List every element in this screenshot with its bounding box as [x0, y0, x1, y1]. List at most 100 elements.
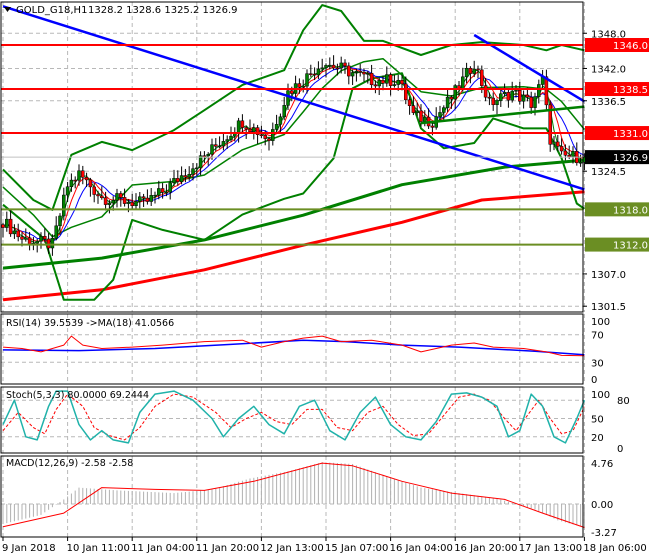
bull-candle [316, 68, 321, 76]
bear-candle [176, 178, 180, 182]
bear-candle [240, 120, 245, 128]
bear-candle [483, 85, 488, 98]
price-panel[interactable] [1, 4, 587, 302]
rsi-line [2, 335, 585, 357]
rsi-panel[interactable] [2, 335, 585, 357]
bull-candle [233, 133, 237, 137]
bear-candle [255, 127, 260, 135]
bull-candle [502, 92, 507, 95]
bull-candle [350, 72, 355, 77]
indicator-tick-label: 50 [591, 415, 604, 426]
bear-candle [16, 230, 20, 238]
ma-fast-red [2, 65, 585, 242]
resistance-level-label: 1346.0 [613, 41, 648, 52]
bull-candle [179, 175, 184, 182]
x-tick-label: 15 Jan 07:00 [325, 543, 388, 554]
grid [1, 2, 585, 537]
stoch-main-line [2, 390, 586, 444]
support-level-label: 1318.0 [613, 205, 648, 216]
bull-candle [377, 80, 381, 87]
indicator-tick-label: 100 [591, 317, 610, 328]
ma-fast-blue [2, 66, 585, 242]
last-price-label: 1326.9 [613, 153, 648, 164]
resistance-level-label: 1338.5 [613, 85, 648, 96]
bull-candle [210, 144, 214, 155]
bear-candle [160, 188, 165, 193]
price-tick-label: 1301.5 [591, 302, 626, 313]
indicator-tick-label: 20 [591, 433, 604, 444]
bear-candle [487, 96, 492, 99]
bull-candle [453, 85, 457, 100]
bull-candle [172, 178, 176, 184]
stoch-frame [0, 386, 584, 454]
bull-candle [149, 195, 153, 202]
x-tick-label: 11 Jan 04:00 [131, 543, 194, 554]
resistance-level-box [585, 38, 649, 52]
bull-candle [514, 89, 518, 92]
menu-triangle-down-icon[interactable] [4, 7, 11, 12]
stoch-panel[interactable] [2, 390, 586, 444]
bear-candle [369, 72, 374, 86]
bull-candle [153, 194, 157, 197]
bear-candle [290, 90, 294, 94]
bull-candle [35, 240, 39, 244]
bear-candle [214, 144, 218, 147]
bull-candle [385, 74, 389, 84]
stoch-signal-line [2, 393, 585, 441]
rsi-frame [0, 313, 584, 385]
bull-candle [282, 105, 286, 118]
green-trend [420, 105, 585, 125]
bear-candle [381, 80, 385, 84]
ohlc-values: 1328.2 1328.6 1325.2 1326.9 [88, 5, 238, 16]
x-tick-label: 10 Jan 11:00 [67, 543, 130, 554]
bull-candle [111, 200, 115, 204]
bull-candle [58, 215, 62, 227]
macd-panel[interactable] [2, 462, 585, 528]
bear-candle [563, 150, 568, 156]
bear-candle [183, 175, 188, 178]
blue-trend-long [2, 5, 585, 191]
bull-candle [107, 202, 112, 205]
bear-candle [476, 68, 480, 71]
bull-candle [24, 237, 28, 240]
stoch-title: Stoch(5,3,3) 80.0000 69.2444 [6, 390, 149, 401]
bull-candle [578, 161, 583, 164]
bull-candle [320, 67, 324, 70]
rsi-title: RSI(14) 39.5539 ->MA(18) 41.0566 [6, 318, 174, 329]
bear-candle [130, 202, 134, 207]
bull-candle [126, 202, 131, 204]
bear-candle [88, 179, 93, 188]
bull-candle [533, 96, 537, 108]
bear-candle [96, 194, 100, 197]
bull-candle [221, 141, 226, 147]
price-tick-label: 1324.5 [591, 167, 626, 178]
bull-candle [442, 107, 446, 113]
bear-candle [312, 73, 317, 76]
resistance-level-box [585, 82, 649, 97]
indicator-tick-label: 70 [591, 331, 604, 342]
indicator-tick-label: 80 [617, 396, 630, 407]
bear-candle [141, 196, 146, 199]
bear-candle [335, 67, 340, 70]
bull-candle [225, 139, 229, 142]
price-tick-label: 1307.0 [591, 270, 626, 281]
bull-candle [62, 194, 66, 217]
bear-candle [103, 197, 108, 205]
bull-candle [198, 155, 203, 169]
bull-candle [157, 188, 161, 196]
bear-candle [529, 96, 533, 108]
bear-candle [119, 193, 123, 198]
bear-candle [419, 110, 423, 122]
rsi-ma-line [2, 339, 585, 356]
bear-candle [407, 99, 412, 106]
bull-candle [278, 116, 283, 125]
support-level-box [585, 237, 649, 252]
bull-candle [495, 100, 499, 105]
bollinger-lower [2, 72, 585, 301]
bear-candle [544, 76, 549, 106]
bull-candle [5, 218, 9, 228]
bull-candle [191, 168, 195, 175]
bull-candle [77, 170, 81, 181]
x-tick-label: 17 Jan 13:00 [519, 543, 582, 554]
